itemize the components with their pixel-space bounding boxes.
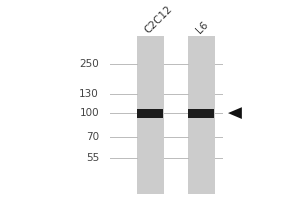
Text: 55: 55 [86,153,99,163]
Text: C2C12: C2C12 [143,4,175,36]
Bar [136,36,164,194]
Text: 70: 70 [86,132,99,142]
Polygon shape [228,107,242,119]
Bar [188,109,214,118]
Text: 100: 100 [80,108,99,118]
Text: 130: 130 [79,89,99,99]
Bar [188,36,214,194]
Bar [137,109,163,118]
Text: 250: 250 [79,59,99,69]
Text: L6: L6 [194,20,210,36]
